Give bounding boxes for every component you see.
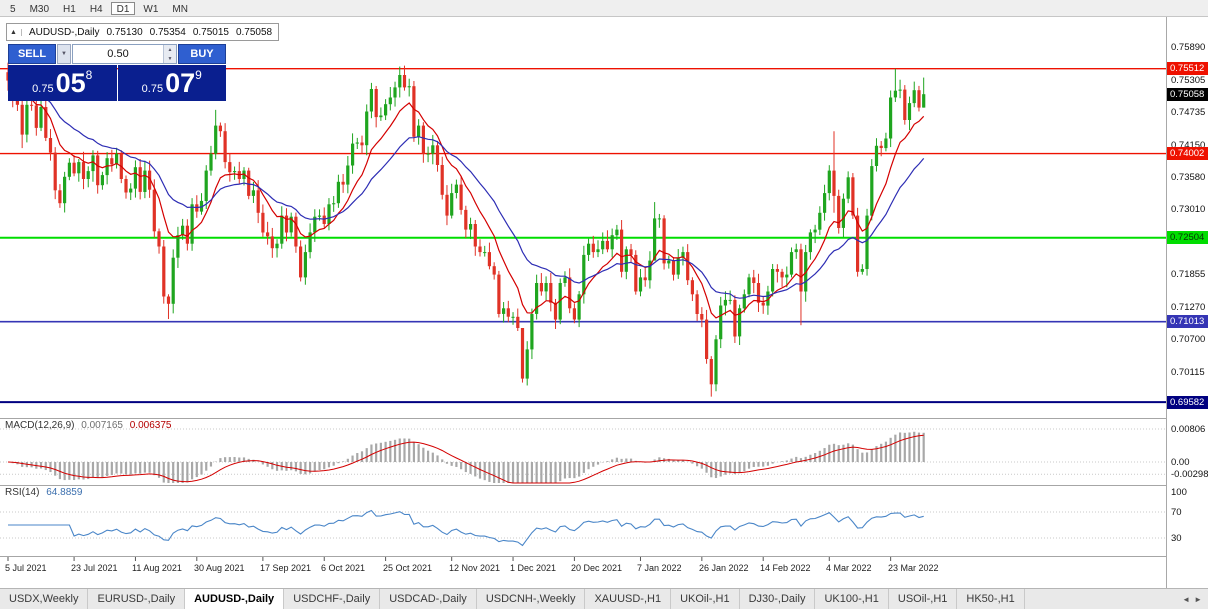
sell-price-prefix: 0.75 xyxy=(32,83,54,95)
timeframe-toolbar: 5 M30 H1 H4 D1 W1 MN xyxy=(0,0,1208,17)
rsi-axis-label: 30 xyxy=(1171,532,1182,544)
price-axis-label: 0.73580 xyxy=(1171,171,1206,183)
chart-tab[interactable]: DJ30-,Daily xyxy=(739,589,816,609)
chart-ohlc-header: ▲ AUDUSD-,Daily 0.75130 0.75354 0.75015 … xyxy=(6,23,280,41)
chart-tab[interactable]: USOil-,H1 xyxy=(888,589,958,609)
price-axis-label: 0.75305 xyxy=(1171,74,1206,86)
macd-axis-label: 0.00806 xyxy=(1171,423,1206,435)
timeframe-button-5[interactable]: 5 xyxy=(4,2,22,15)
price-axis-label: 0.73010 xyxy=(1171,203,1206,215)
price-axis-label: 0.74150 xyxy=(1171,139,1206,151)
sell-price-sup: 8 xyxy=(85,68,93,82)
chart-tabs-bar: USDX,Weekly EURUSD-,Daily AUDUSD-,Daily USD… xyxy=(0,588,1208,609)
tabs-scroll-arrows: ◄ ► xyxy=(1176,589,1208,609)
volume-field: 0.50 ▲ ▼ xyxy=(72,44,177,64)
sell-button[interactable]: SELL xyxy=(8,44,56,64)
chart-tab[interactable]: USDX,Weekly xyxy=(0,589,89,609)
price-axis-label: 0.70700 xyxy=(1171,333,1206,345)
buy-price-big: 07 xyxy=(165,68,196,98)
price-level-badge: 0.69582 xyxy=(1167,395,1208,409)
price-axis-label: 0.70115 xyxy=(1171,366,1205,378)
chart-tab[interactable]: USDCNH-,Weekly xyxy=(476,589,586,609)
price-axis[interactable]: 0.75890 0.75305 0.74735 0.74150 0.73580 0.730… xyxy=(1166,17,1208,588)
volume-stepper: ▲ ▼ xyxy=(163,45,176,63)
rsi-axis-label: 70 xyxy=(1171,506,1182,518)
price-axis-label: 0.71270 xyxy=(1171,301,1206,313)
collapse-chart-icon[interactable]: ▲ xyxy=(10,28,22,36)
buy-price[interactable]: 0.75 07 9 xyxy=(117,65,226,101)
volume-decrease-button[interactable]: ▼ xyxy=(164,54,176,63)
rsi-axis-label: 100 xyxy=(1171,487,1187,498)
buy-price-sup: 9 xyxy=(195,68,202,82)
buy-price-prefix: 0.75 xyxy=(141,83,164,95)
ohlc-high: 0.75354 xyxy=(149,26,186,38)
timeframe-button-m30[interactable]: M30 xyxy=(24,2,55,15)
chart-tab[interactable]: UKOil-,H1 xyxy=(671,589,740,609)
price-level-badge: 0.71013 xyxy=(1167,315,1208,329)
chart-tabs: USDX,Weekly EURUSD-,Daily AUDUSD-,Daily USD… xyxy=(0,589,1025,609)
macd-axis-label: 0.00 xyxy=(1171,456,1190,468)
chevron-down-icon: ▼ xyxy=(61,51,67,57)
ohlc-open: 0.75130 xyxy=(106,26,143,38)
tabs-scroll-left-icon[interactable]: ◄ xyxy=(1182,594,1191,604)
sell-price-big: 05 xyxy=(55,68,86,98)
macd-axis-label: -0.00298 xyxy=(1171,468,1208,480)
symbol-name: AUDUSD-,Daily xyxy=(28,26,100,38)
price-level-badge: 0.72504 xyxy=(1167,231,1208,245)
volume-dropdown-button[interactable]: ▼ xyxy=(57,44,71,64)
chart-tab[interactable]: UK100-,H1 xyxy=(815,589,889,609)
timeframe-button-h4[interactable]: H4 xyxy=(84,2,109,15)
buy-button[interactable]: BUY xyxy=(178,44,226,64)
sell-price[interactable]: 0.75 05 8 xyxy=(8,65,117,101)
chart-tab[interactable]: HK50-,H1 xyxy=(957,589,1025,609)
timeframe-button-h1[interactable]: H1 xyxy=(57,2,82,15)
price-level-badge: 0.75058 xyxy=(1167,87,1208,101)
volume-input[interactable]: 0.50 xyxy=(107,48,129,60)
chart-tab[interactable]: XAUUSD-,H1 xyxy=(585,589,672,609)
chart-tab[interactable]: AUDUSD-,Daily xyxy=(185,589,285,609)
chart-tab[interactable]: USDCAD-,Daily xyxy=(380,589,477,609)
price-level-badge: 0.74002 xyxy=(1167,147,1208,161)
chart-tab[interactable]: USDCHF-,Daily xyxy=(284,589,381,609)
price-axis-label: 0.74735 xyxy=(1171,106,1206,118)
price-axis-label: 0.71855 xyxy=(1171,268,1206,280)
timeframe-button-d1[interactable]: D1 xyxy=(110,1,136,15)
ohlc-low: 0.75015 xyxy=(192,26,229,38)
tabs-scroll-right-icon[interactable]: ► xyxy=(1194,594,1202,604)
price-axis-label: 0.75890 xyxy=(1171,41,1206,53)
ohlc-close: 0.75058 xyxy=(235,26,273,38)
timeframe-button-mn[interactable]: MN xyxy=(166,2,194,15)
timeframe-button-w1[interactable]: W1 xyxy=(137,2,164,15)
chart-tab[interactable]: EURUSD-,Daily xyxy=(88,589,186,609)
volume-increase-button[interactable]: ▲ xyxy=(164,45,176,54)
price-level-badge: 0.75512 xyxy=(1167,62,1208,76)
one-click-trading-panel: SELL ▼ 0.50 ▲ ▼ BUY 0.75 05 8 xyxy=(8,44,226,101)
